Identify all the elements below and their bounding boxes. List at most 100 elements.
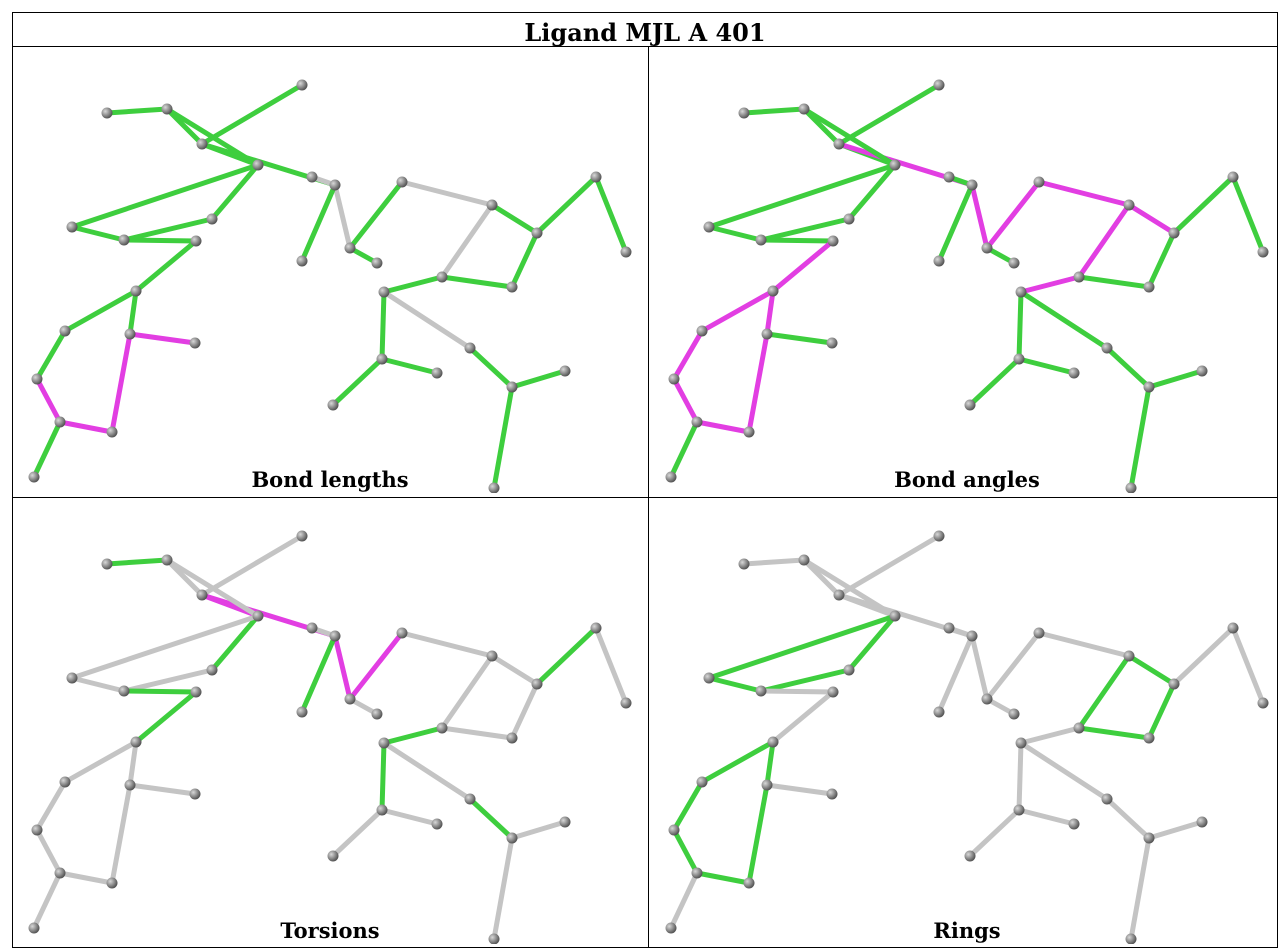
atom	[966, 630, 978, 642]
bond-green	[758, 667, 852, 694]
bond-green	[69, 224, 127, 243]
atom	[843, 213, 855, 225]
bond-green	[34, 328, 68, 382]
bond-green	[534, 174, 599, 236]
bond-magenta	[671, 328, 705, 382]
atom	[296, 530, 308, 542]
bond-green	[1128, 384, 1152, 491]
bond-gray	[109, 782, 133, 886]
atom	[431, 367, 443, 379]
atom	[488, 482, 500, 493]
bond-gray	[741, 557, 807, 567]
atom	[767, 285, 779, 297]
atom	[506, 732, 518, 744]
atom	[738, 558, 750, 570]
bond-green	[1146, 230, 1177, 290]
bond-gray	[984, 630, 1042, 702]
bond-gray	[57, 870, 115, 886]
bond-gray	[439, 653, 495, 731]
bond-gray	[489, 653, 540, 687]
atom	[1168, 227, 1180, 239]
atom	[668, 824, 680, 836]
atom	[1101, 342, 1113, 354]
atom	[590, 622, 602, 634]
bond-green	[534, 625, 599, 687]
atom	[1196, 816, 1208, 828]
bond-gray	[69, 613, 261, 681]
atom	[620, 697, 632, 709]
atom	[206, 664, 218, 676]
bond-green	[379, 740, 387, 813]
atom	[31, 373, 43, 385]
atom	[827, 235, 839, 247]
atom	[826, 788, 838, 800]
bond-green	[801, 106, 898, 168]
bond-gray	[668, 870, 700, 931]
bond-gray	[31, 870, 63, 931]
atom	[1073, 722, 1085, 734]
atom	[1101, 793, 1113, 805]
atom	[306, 171, 318, 183]
bond-gray	[69, 675, 127, 694]
bond-green	[467, 796, 515, 841]
bond-green	[133, 689, 199, 745]
bond-green	[1018, 289, 1110, 351]
molecule-rings	[665, 530, 1269, 944]
bond-gray	[164, 557, 261, 619]
panel-rings: Rings	[649, 498, 1278, 944]
atom	[889, 159, 901, 171]
atom	[306, 622, 318, 634]
bond-gray	[439, 202, 495, 280]
bond-green	[379, 289, 387, 362]
bond-green	[836, 82, 942, 147]
atom	[889, 610, 901, 622]
atom	[1008, 257, 1020, 269]
bond-gray	[770, 689, 836, 745]
bond-gray	[1171, 625, 1236, 687]
atom	[106, 426, 118, 438]
bond-green	[758, 237, 836, 244]
bond-green	[1104, 345, 1152, 390]
atom	[329, 630, 341, 642]
atom	[798, 103, 810, 115]
bond-gray	[836, 533, 942, 598]
atom	[743, 877, 755, 889]
bond-magenta	[34, 376, 63, 425]
atom	[1068, 818, 1080, 830]
atom	[833, 589, 845, 601]
bond-gray	[1018, 725, 1082, 746]
atom	[1196, 365, 1208, 377]
bond-green	[299, 633, 338, 715]
bond-green	[706, 162, 898, 230]
atom	[54, 416, 66, 428]
atom	[531, 227, 543, 239]
bond-gray	[969, 633, 990, 702]
panel-torsions: Torsions	[12, 498, 648, 944]
atom	[344, 693, 356, 705]
bond-green	[164, 106, 261, 168]
atom	[691, 416, 703, 428]
atom	[1125, 933, 1137, 944]
atom	[826, 337, 838, 349]
bond-magenta	[1076, 202, 1132, 280]
atom	[933, 79, 945, 91]
atom	[130, 285, 142, 297]
atom	[506, 281, 518, 293]
panel-caption: Bond angles	[894, 467, 1040, 492]
bond-green	[133, 238, 199, 294]
bond-green	[439, 274, 515, 290]
atom	[1013, 804, 1025, 816]
bond-green	[489, 202, 540, 236]
atom	[703, 221, 715, 233]
panel-bond-lengths: Bond lengths	[12, 47, 648, 493]
atom	[431, 818, 443, 830]
bond-green	[104, 106, 170, 116]
bond-magenta	[347, 630, 405, 702]
atom	[966, 179, 978, 191]
figure-title: Ligand MJL A 401	[524, 18, 766, 47]
bond-green	[1126, 653, 1177, 687]
bond-green	[706, 675, 764, 694]
atom	[1123, 199, 1135, 211]
bond-green	[1076, 725, 1152, 741]
panel-caption: Bond lengths	[251, 467, 409, 492]
